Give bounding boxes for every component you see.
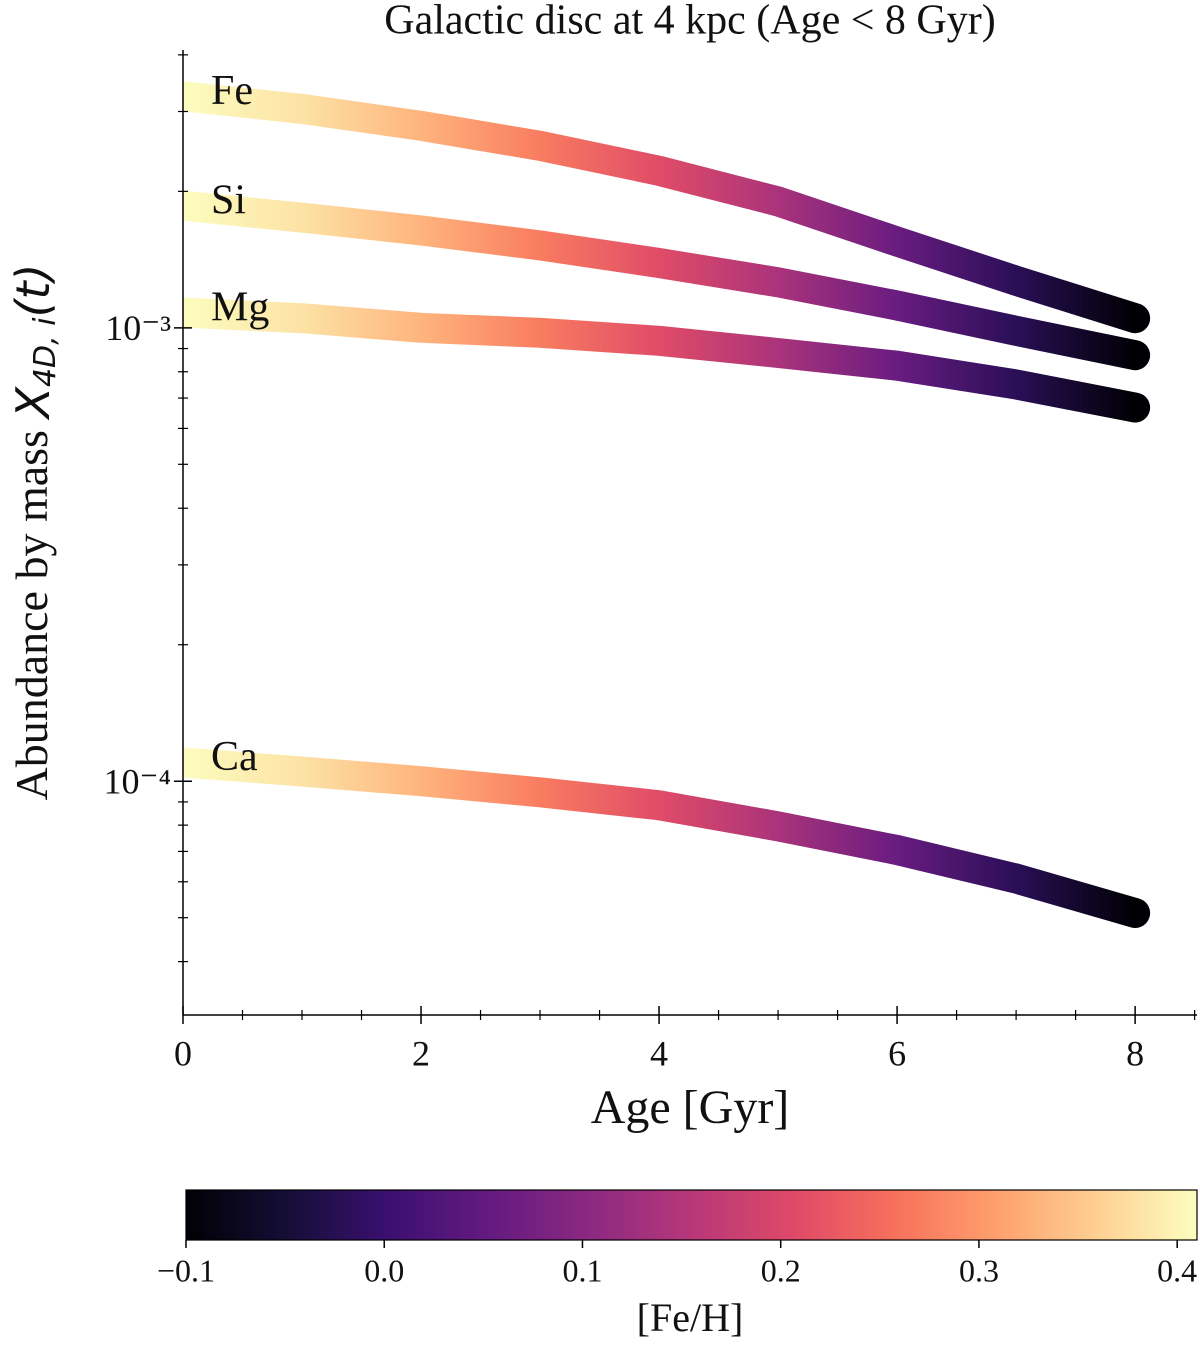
y-tick-label: 10⁻⁴ [103,761,171,801]
x-tick-label: 8 [1126,1033,1144,1073]
x-tick-label: 4 [650,1033,668,1073]
colorbar [185,1189,1198,1241]
colorbar-tick-label: 0.4 [1157,1252,1197,1288]
series-line [183,297,1151,423]
y-label-subscript: 4D, i [28,317,63,387]
chart-title: Galactic disc at 4 kpc (Age < 8 Gyr) [384,0,995,44]
y-label-symbol: X [6,386,60,421]
colorbar-tick-label: 0.2 [761,1252,801,1288]
series-label: Mg [211,284,269,330]
colorbar-label: [Fe/H] [637,1295,744,1340]
y-label-text: Abundance by mass [6,430,57,800]
x-axis-label: Age [Gyr] [591,1081,790,1134]
x-tick-label: 0 [174,1033,192,1073]
series-label: Si [211,177,246,223]
y-label-suffix: (t) [6,263,60,317]
colorbar-tick-label: −0.1 [157,1252,215,1288]
y-axis-label: Abundance by mass X4D, i(t) [6,263,63,800]
series-line [183,81,1151,334]
x-tick-label: 2 [412,1033,430,1073]
y-tick-label: 10⁻³ [105,308,171,348]
colorbar-tick-label: 0.3 [959,1252,999,1288]
x-tick-label: 6 [888,1033,906,1073]
colorbar-tick-label: 0.0 [364,1252,404,1288]
series-label: Ca [211,734,258,780]
series-line [183,747,1151,929]
colorbar-tick-label: 0.1 [562,1252,602,1288]
series-label: Fe [211,68,253,114]
series-line [183,190,1151,371]
